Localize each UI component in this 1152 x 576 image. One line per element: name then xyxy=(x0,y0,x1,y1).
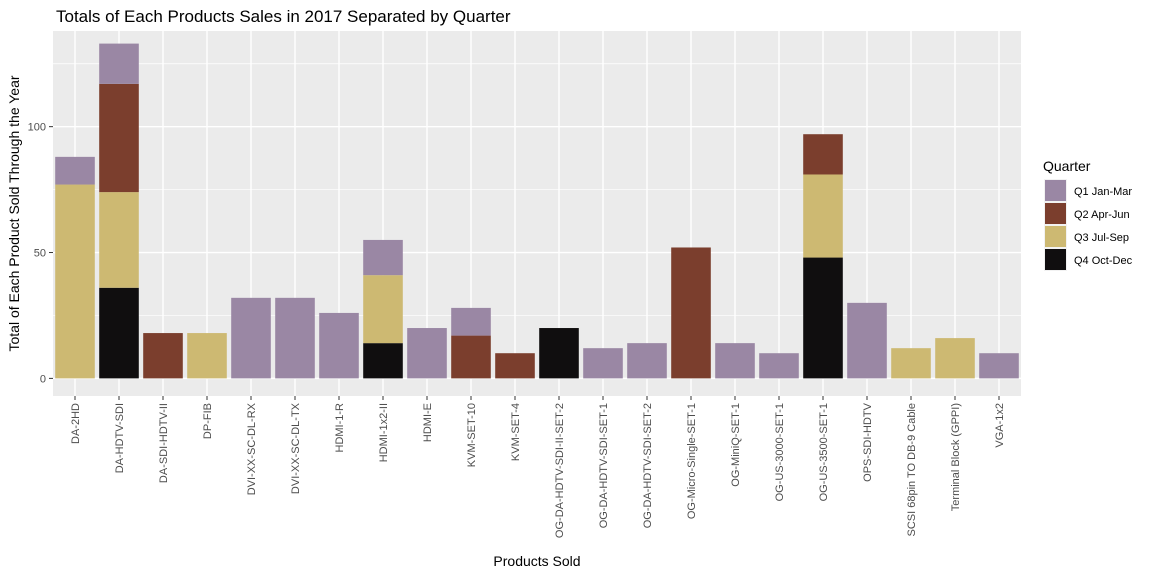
bar-segment-q2-apr-jun xyxy=(451,335,491,379)
bar-segment-q1-jan-mar xyxy=(363,239,403,276)
x-tick-label: SCSI 68pin TO DB-9 Cable xyxy=(906,403,918,537)
bar-segment-q3-jul-sep xyxy=(935,338,975,379)
bar-segment-q2-apr-jun xyxy=(803,134,843,175)
x-tick-label: OG-DA-HDTV-SDI-SET-1 xyxy=(598,403,610,528)
bar-segment-q1-jan-mar xyxy=(979,353,1019,379)
x-tick-label: DA-HDTV-SDI xyxy=(114,403,126,473)
x-tick-label: VGA-1x2 xyxy=(994,403,1006,448)
bar-segment-q2-apr-jun xyxy=(671,247,711,379)
bar-segment-q1-jan-mar xyxy=(275,297,315,379)
legend-swatch-q4-oct-dec xyxy=(1045,249,1066,270)
x-tick-label: KVM-SET-10 xyxy=(466,403,478,467)
bar-segment-q3-jul-sep xyxy=(99,192,139,288)
x-tick-label: HDMI-1x2-II xyxy=(378,403,390,462)
legend: Quarter Q1 Jan-Mar Q2 Apr-Jun Q3 Jul-Sep Q4… xyxy=(1043,158,1133,271)
bar-segment-q1-jan-mar xyxy=(759,353,799,379)
legend-label: Q3 Jul-Sep xyxy=(1074,232,1129,244)
x-tick-label: OPS-SDI-HDTV xyxy=(862,402,874,482)
y-tick-label: 50 xyxy=(34,248,46,260)
x-tick-label: OG-US-3500-SET-1 xyxy=(818,403,830,501)
y-axis-title: Total of Each Product Sold Through the Y… xyxy=(6,75,22,351)
bar-segment-q3-jul-sep xyxy=(803,174,843,258)
bar-segment-q1-jan-mar xyxy=(847,302,887,379)
x-axis: DA-2HD DA-HDTV-SDI DA-SDI-HDTV-II DP-FIB DVI… xyxy=(70,396,1006,538)
bar-segment-q1-jan-mar xyxy=(627,343,667,379)
bar-segment-q4-oct-dec xyxy=(99,287,139,379)
x-axis-title: Products Sold xyxy=(493,553,580,569)
x-tick-label: DVI-XX-SC-DL-TX xyxy=(290,402,302,494)
x-tick-label: KVM-SET-4 xyxy=(510,403,522,461)
bar-segment-q3-jul-sep xyxy=(187,333,227,379)
bar-segment-q2-apr-jun xyxy=(143,333,183,379)
bar-segment-q1-jan-mar xyxy=(319,312,359,379)
chart-title: Totals of Each Products Sales in 2017 Se… xyxy=(56,7,511,26)
x-tick-label: OG-Micro-Single-SET-1 xyxy=(686,403,698,519)
bar-segment-q4-oct-dec xyxy=(803,257,843,379)
y-tick-label: 0 xyxy=(40,373,46,385)
bar-segment-q1-jan-mar xyxy=(451,307,491,336)
x-tick-label: DVI-XX-SC-DL-RX xyxy=(246,402,258,495)
bar-segment-q3-jul-sep xyxy=(363,275,403,344)
x-tick-label: DA-2HD xyxy=(70,403,82,444)
bar-segment-q2-apr-jun xyxy=(99,83,139,193)
legend-label: Q2 Apr-Jun xyxy=(1074,209,1130,221)
x-tick-label: DP-FIB xyxy=(202,403,214,439)
bar-segment-q1-jan-mar xyxy=(99,43,139,84)
legend-label: Q4 Oct-Dec xyxy=(1074,255,1133,267)
x-tick-label: OG-DA-HDTV-SDI-II-SET-2 xyxy=(554,403,566,538)
x-tick-label: DA-SDI-HDTV-II xyxy=(158,403,170,483)
x-tick-label: OG-US-3000-SET-1 xyxy=(774,403,786,501)
x-tick-label: HDMI-E xyxy=(422,403,434,442)
bar-segment-q3-jul-sep xyxy=(891,348,931,379)
bar-segment-q1-jan-mar xyxy=(231,297,271,379)
legend-swatch-q1-jan-mar xyxy=(1045,180,1066,201)
legend-swatch-q2-apr-jun xyxy=(1045,203,1066,224)
y-axis: 0 50 100 xyxy=(28,122,53,385)
bar-segment-q1-jan-mar xyxy=(55,156,95,185)
legend-title: Quarter xyxy=(1043,158,1091,174)
x-tick-label: OG-DA-HDTV-SDI-SET-2 xyxy=(642,403,654,528)
bars xyxy=(55,43,1019,379)
bar-segment-q3-jul-sep xyxy=(55,184,95,379)
x-tick-label: HDMI-1-R xyxy=(334,403,346,453)
legend-label: Q1 Jan-Mar xyxy=(1074,186,1132,198)
bar-segment-q1-jan-mar xyxy=(407,328,447,379)
x-tick-label: OG-MiniQ-SET-1 xyxy=(730,403,742,487)
bar-segment-q1-jan-mar xyxy=(583,348,623,379)
bar-segment-q1-jan-mar xyxy=(715,343,755,379)
bar-segment-q4-oct-dec xyxy=(539,328,579,379)
legend-swatch-q3-jul-sep xyxy=(1045,226,1066,247)
x-tick-label: Terminal Block (GPPI) xyxy=(950,403,962,511)
bar-segment-q4-oct-dec xyxy=(363,343,403,379)
bar-segment-q2-apr-jun xyxy=(495,353,535,379)
y-tick-label: 100 xyxy=(28,122,46,134)
